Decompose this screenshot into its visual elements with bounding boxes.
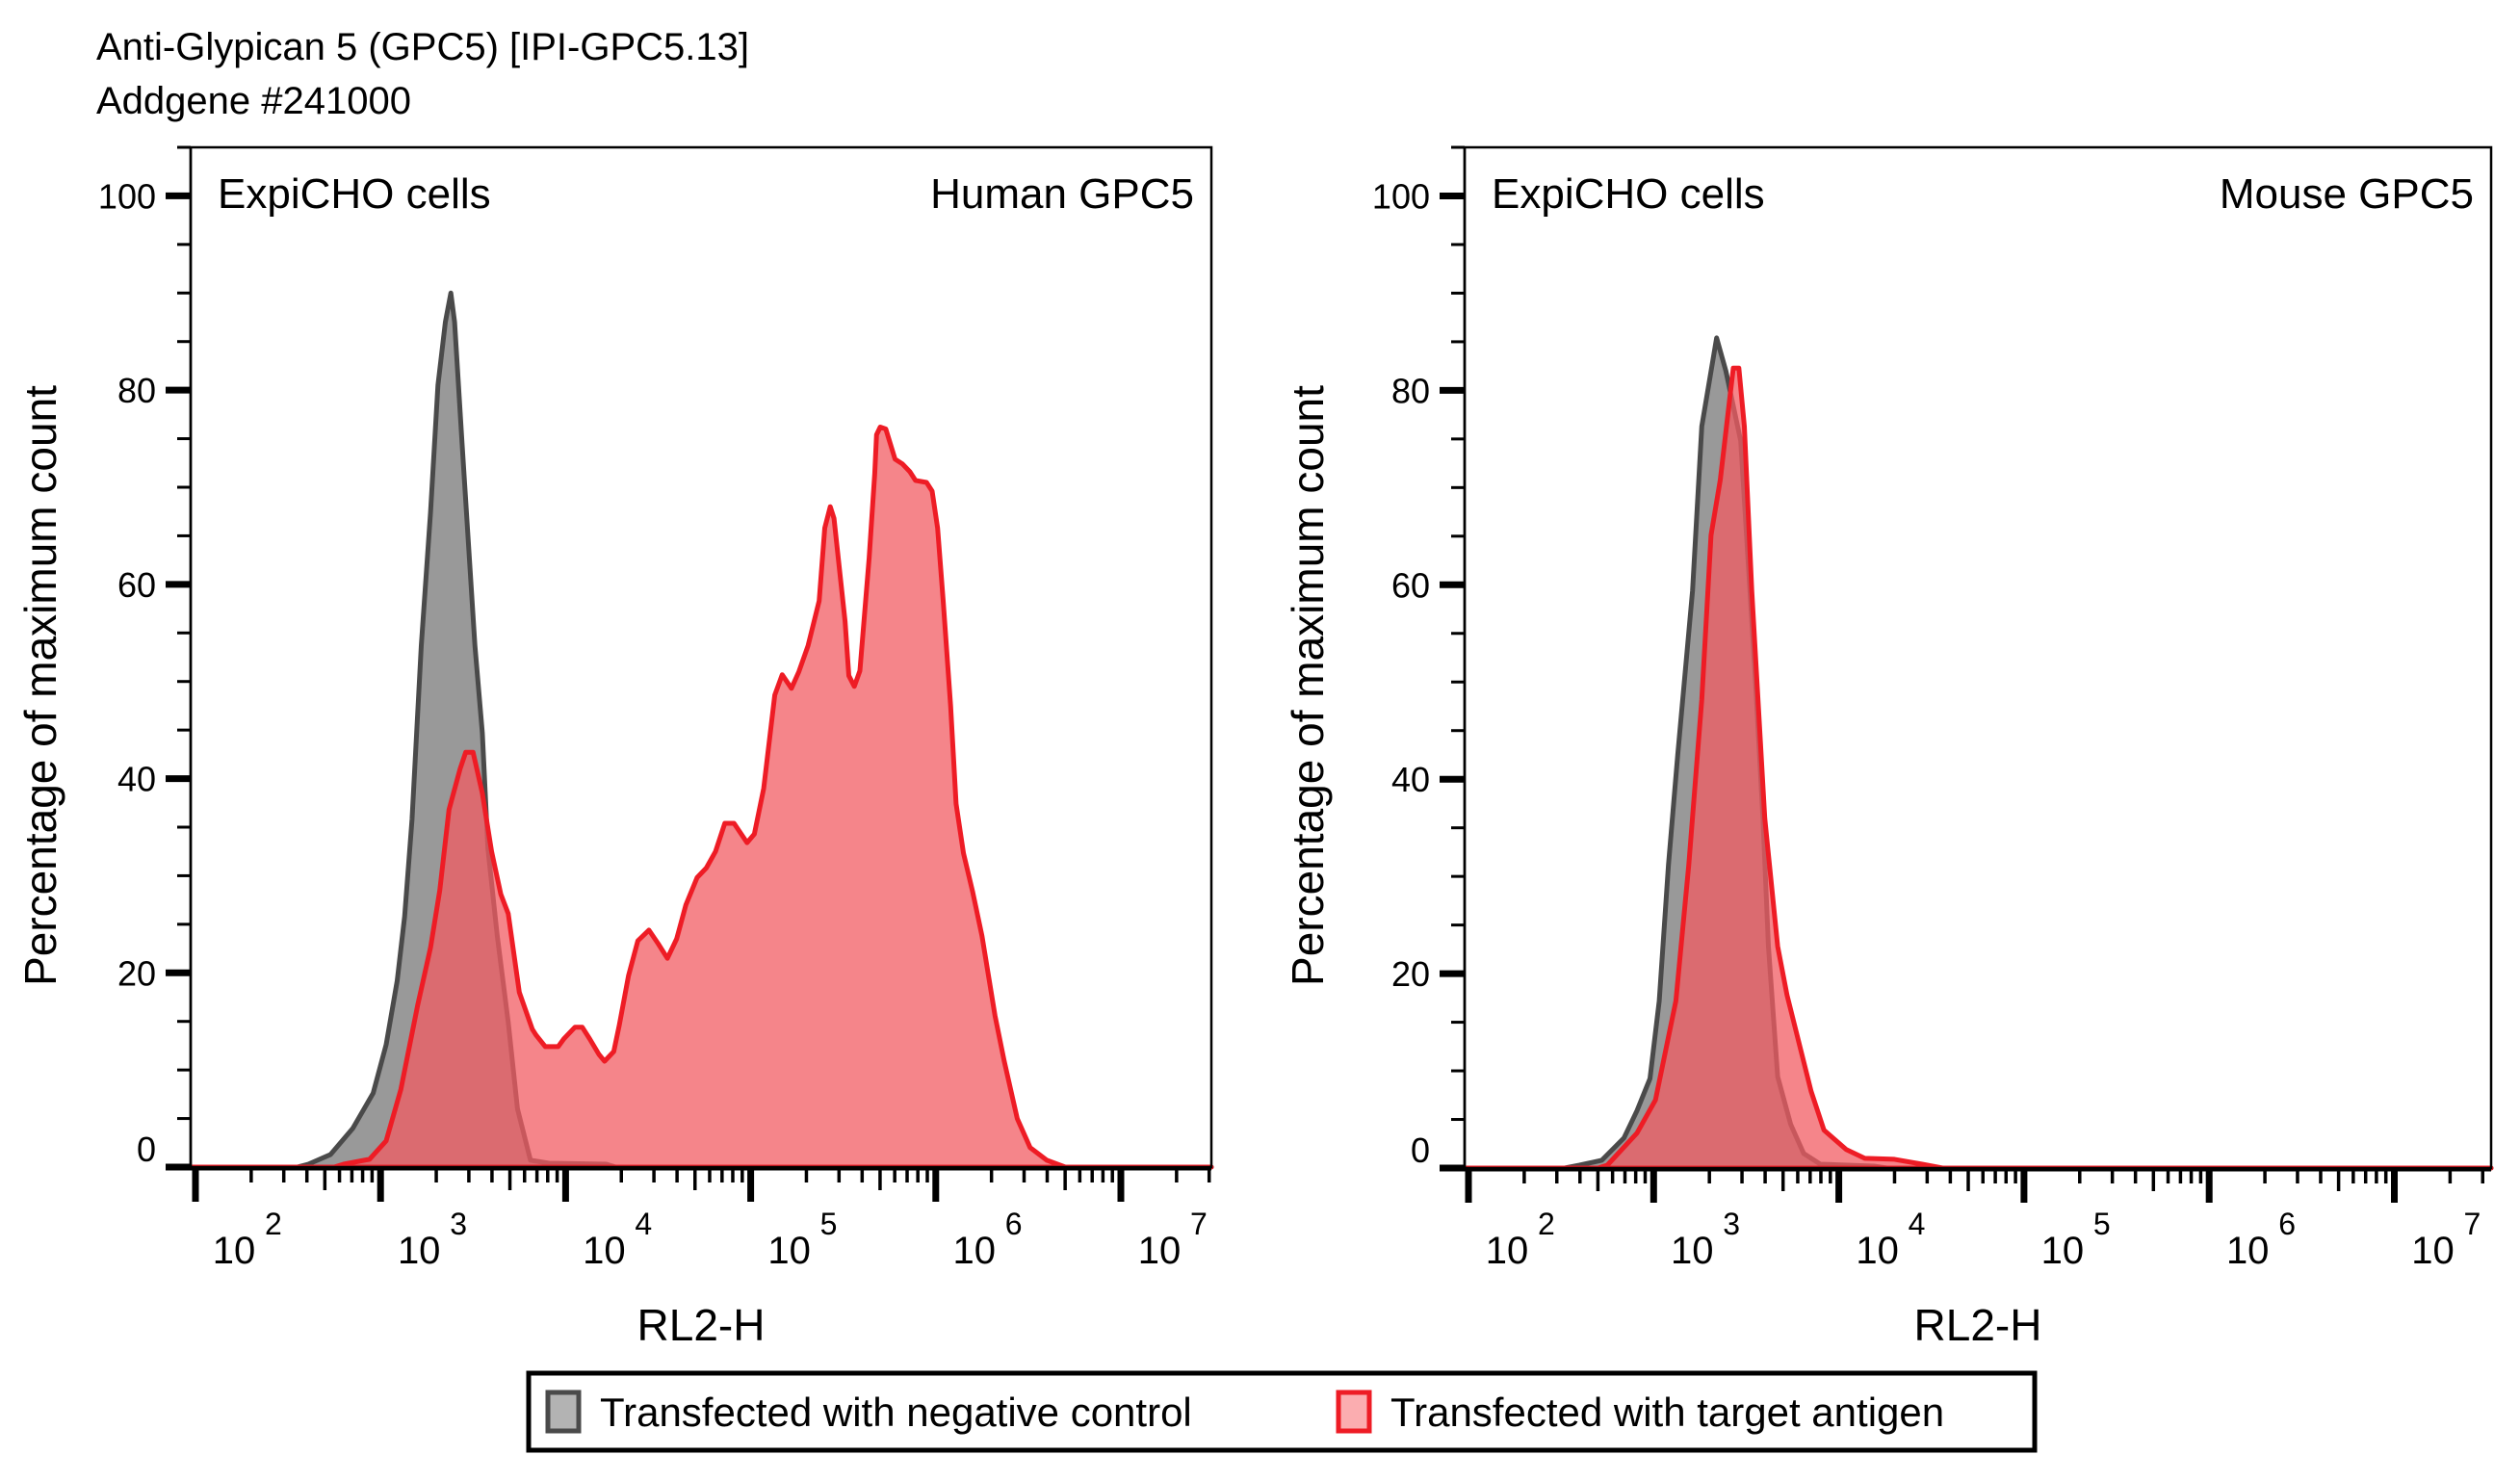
cell-line-annotation: ExpiCHO cells	[1492, 170, 1765, 218]
y-tick-label: 40	[1391, 760, 1430, 799]
control-histogram	[1462, 335, 2494, 1171]
x-tick-label: 10	[767, 1230, 811, 1272]
legend-swatch-control	[545, 1390, 582, 1434]
x-tick-label: 10	[1138, 1230, 1182, 1272]
x-tick-exponent: 6	[1005, 1207, 1023, 1241]
figure-title: Anti-Glypican 5 (GPC5) [IPI-GPC5.13]	[96, 26, 749, 68]
y-axis-label: Percentage of maximum count	[1283, 385, 1333, 986]
cell-line-annotation: ExpiCHO cells	[218, 170, 491, 218]
x-tick-exponent: 6	[2278, 1207, 2296, 1241]
x-tick-exponent: 2	[1538, 1207, 1555, 1241]
legend: Transfected with negative control Transf…	[526, 1370, 2038, 1453]
y-tick-label: 100	[98, 176, 156, 216]
x-tick-label: 10	[1671, 1230, 1714, 1272]
x-tick-label: 10	[1486, 1230, 1529, 1272]
target-annotation: Human GPC5	[930, 170, 1194, 218]
y-tick-label: 80	[117, 371, 156, 410]
y-tick-label: 60	[1391, 565, 1430, 605]
x-tick-exponent: 5	[2093, 1207, 2111, 1241]
target-annotation: Mouse GPC5	[2220, 170, 2474, 218]
x-tick-label: 10	[583, 1230, 626, 1272]
antigen-histogram	[188, 425, 1214, 1170]
figure-subtitle: Addgene #241000	[96, 80, 411, 122]
x-tick-label: 10	[2041, 1230, 2085, 1272]
y-tick-label: 20	[1391, 954, 1430, 994]
y-axis: 0 20 40 60 80 100	[1372, 145, 1467, 1172]
histogram-curves	[1462, 335, 2494, 1171]
x-tick-label: 10	[398, 1230, 441, 1272]
antigen-histogram	[1462, 365, 2494, 1171]
y-tick-label: 20	[117, 953, 156, 993]
x-tick-exponent: 3	[450, 1207, 467, 1241]
x-tick-label: 10	[2411, 1230, 2455, 1272]
legend-label-antigen: Transfected with target antigen	[1390, 1390, 1944, 1435]
y-axis: 0 20 40 60 80 100	[98, 145, 193, 1171]
x-tick-exponent: 3	[1723, 1207, 1740, 1241]
legend-box	[526, 1370, 2038, 1453]
x-tick-exponent: 7	[2464, 1207, 2481, 1241]
y-tick-label: 0	[137, 1130, 156, 1169]
legend-swatch-antigen	[1336, 1390, 1372, 1434]
y-tick-label: 0	[1411, 1130, 1430, 1170]
x-tick-label: 10	[2226, 1230, 2270, 1272]
x-tick-label: 10	[953, 1230, 997, 1272]
x-tick-exponent: 4	[1909, 1207, 1926, 1241]
x-tick-exponent: 5	[820, 1207, 838, 1241]
y-tick-label: 60	[117, 565, 156, 605]
histogram-curves	[188, 290, 1214, 1170]
legend-label-control: Transfected with negative control	[600, 1390, 1192, 1435]
y-tick-label: 100	[1372, 176, 1430, 216]
x-tick-exponent: 7	[1190, 1207, 1208, 1241]
x-tick-label: 10	[1856, 1230, 1899, 1272]
x-axis-label: RL2-H	[1914, 1300, 2042, 1350]
y-axis-label: Percentage of maximum count	[15, 385, 65, 986]
y-tick-label: 80	[1391, 371, 1430, 410]
plot-frame	[1463, 145, 2493, 1170]
x-tick-label: 10	[213, 1230, 256, 1272]
x-tick-exponent: 4	[635, 1207, 652, 1241]
y-tick-label: 40	[117, 760, 156, 799]
x-tick-exponent: 2	[265, 1207, 282, 1241]
x-axis-label: RL2-H	[637, 1300, 766, 1350]
